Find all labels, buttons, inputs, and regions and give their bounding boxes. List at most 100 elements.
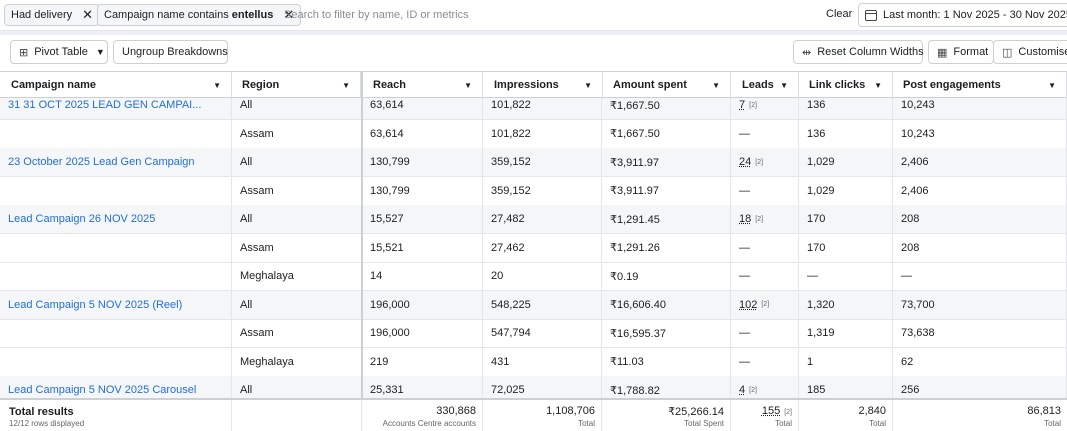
leads-value[interactable]: 4: [739, 384, 746, 396]
link-clicks-cell: 170: [799, 233, 893, 262]
post-engagements-cell: 256: [893, 376, 1067, 400]
table-row[interactable]: Lead Campaign 5 NOV 2025 (Reel) All 196,00…: [0, 290, 1067, 320]
table-row[interactable]: Assam 130,799 359,152 ₹3,911.97 — 1,029 2,406: [0, 176, 1067, 206]
filter-chip-label: Campaign name contains: [104, 9, 229, 21]
leads-cell: —: [731, 233, 799, 262]
post-engagements-cell: 73,700: [893, 290, 1067, 319]
caret-down-icon[interactable]: ▼: [213, 81, 221, 90]
caret-down-icon[interactable]: ▼: [780, 81, 788, 90]
impressions-cell: 359,152: [483, 148, 602, 176]
customise-button[interactable]: ◫ Customise: [993, 40, 1067, 64]
campaign-name-cell[interactable]: 23 October 2025 Lead Gen Campaign: [0, 148, 232, 176]
format-button[interactable]: ▦ Format: [928, 40, 994, 64]
campaign-name-cell: [0, 233, 232, 262]
leads-cell: —: [731, 119, 799, 148]
leads-value: —: [739, 327, 750, 339]
clear-button[interactable]: Clear: [826, 8, 853, 20]
leads-footnote: [2]: [755, 158, 764, 166]
caret-down-icon[interactable]: ▼: [712, 81, 720, 90]
column-header-leads[interactable]: Leads ▼: [734, 72, 799, 98]
filter-chip-label: Had delivery: [11, 9, 73, 21]
table-row[interactable]: Assam 63,614 101,822 ₹1,667.50 — 136 10,243: [0, 119, 1067, 149]
post-engagements-cell: 73,638: [893, 319, 1067, 347]
pivot-table-button[interactable]: ⊞ Pivot Table ▼: [10, 40, 108, 64]
leads-value[interactable]: 7: [739, 99, 746, 111]
totals-engagements-cell: 86,813 Total: [893, 400, 1067, 431]
column-header-region[interactable]: Region ▼: [234, 72, 361, 98]
caret-down-icon[interactable]: ▼: [342, 81, 350, 90]
total-leads[interactable]: 155: [761, 405, 781, 417]
column-header-amount-spent[interactable]: Amount spent ▼: [605, 72, 731, 98]
region-cell: All: [232, 205, 362, 233]
column-header-post-engagements[interactable]: Post engagements ▼: [895, 72, 1067, 98]
region-cell: Assam: [232, 319, 362, 347]
total-spent: ₹25,266.14: [668, 406, 724, 418]
column-header-link-clicks[interactable]: Link clicks ▼: [801, 72, 893, 98]
table-row[interactable]: Lead Campaign 26 NOV 2025 All 15,527 27,482…: [0, 205, 1067, 234]
campaign-name-cell: [0, 347, 232, 376]
reach-cell: 14: [362, 262, 483, 290]
post-engagements-cell: 10,243: [893, 98, 1067, 119]
reach-cell: 196,000: [362, 319, 483, 347]
filter-chip-delivery[interactable]: Had delivery ✕: [4, 4, 101, 26]
caret-down-icon[interactable]: ▼: [584, 81, 592, 90]
table-row[interactable]: 31 31 OCT 2025 LEAD GEN CAMPAI... All 63,6…: [0, 98, 1067, 120]
date-range-button[interactable]: Last month: 1 Nov 2025 - 30 Nov 2025: [858, 3, 1067, 27]
leads-value[interactable]: 24: [739, 156, 752, 168]
frozen-column-divider[interactable]: [361, 71, 363, 431]
date-range-label: Last month: 1 Nov 2025 - 30 Nov 2025: [883, 9, 1067, 21]
caret-down-icon[interactable]: ▼: [1048, 81, 1056, 90]
post-engagements-cell: 208: [893, 233, 1067, 262]
reach-cell: 15,527: [362, 205, 483, 233]
table-row[interactable]: Assam 196,000 547,794 ₹16,595.37 — 1,319 73,63…: [0, 319, 1067, 348]
table-row[interactable]: Meghalaya 14 20 ₹0.19— — —: [0, 262, 1067, 291]
total-leads-footnote: [2]: [784, 409, 792, 416]
search-input[interactable]: [284, 5, 804, 25]
campaign-name-cell[interactable]: Lead Campaign 5 NOV 2025 Carousel: [0, 376, 232, 400]
column-header-reach[interactable]: Reach ▼: [365, 72, 483, 98]
filter-chip-campaign-name[interactable]: Campaign name contains entellus ✕: [97, 4, 302, 26]
amount-spent-cell: ₹3,911.97: [602, 148, 731, 176]
campaign-name-cell: [0, 319, 232, 347]
link-clicks-cell: —: [799, 262, 893, 290]
post-engagements-cell: 2,406: [893, 148, 1067, 176]
table-toolbar: ⊞ Pivot Table ▼ Ungroup Breakdowns ⇹ Res…: [0, 35, 1067, 71]
ungroup-breakdowns-button[interactable]: Ungroup Breakdowns: [113, 40, 228, 64]
impressions-cell: 548,225: [483, 290, 602, 319]
impressions-cell: 547,794: [483, 319, 602, 347]
column-header-impressions[interactable]: Impressions ▼: [486, 72, 603, 98]
table-row[interactable]: Meghalaya 219 431 ₹11.03 — 1 62: [0, 347, 1067, 377]
campaign-name-cell[interactable]: Lead Campaign 26 NOV 2025: [0, 205, 232, 233]
leads-cell: 4 [2]: [731, 376, 799, 400]
campaign-name-cell[interactable]: 31 31 OCT 2025 LEAD GEN CAMPAI...: [0, 98, 232, 119]
link-clicks-cell: 1,319: [799, 319, 893, 347]
column-resize-icon: ⇹: [802, 46, 812, 59]
reach-cell: 130,799: [362, 176, 483, 205]
close-icon[interactable]: ✕: [82, 7, 94, 22]
table-row[interactable]: 23 October 2025 Lead Gen Campaign All 130,…: [0, 148, 1067, 177]
reset-column-widths-button[interactable]: ⇹ Reset Column Widths: [793, 40, 924, 64]
total-leads-caption: Total: [775, 419, 792, 428]
amount-spent-cell: ₹16,606.40: [602, 290, 731, 319]
leads-value[interactable]: 18: [739, 213, 752, 225]
total-spent-caption: Total Spent: [683, 419, 724, 428]
campaign-name-cell: [0, 262, 232, 290]
rows-displayed: 12/12 rows displayed: [9, 419, 85, 428]
total-engagements: 86,813: [1027, 405, 1061, 417]
leads-cell: —: [731, 176, 799, 205]
table-row[interactable]: Lead Campaign 5 NOV 2025 Carousel All 25,3…: [0, 376, 1067, 400]
caret-down-icon[interactable]: ▼: [874, 81, 882, 90]
table-row[interactable]: Assam 15,521 27,462 ₹1,291.26 — 170 208: [0, 233, 1067, 263]
post-engagements-cell: 62: [893, 347, 1067, 376]
caret-down-icon[interactable]: ▼: [464, 81, 472, 90]
leads-value: —: [739, 355, 750, 368]
total-leads-group: 155 [2]: [762, 405, 792, 417]
post-engagements-cell: 208: [893, 205, 1067, 233]
region-cell: Assam: [232, 176, 362, 205]
reach-cell: 63,614: [362, 98, 483, 119]
campaign-name-cell[interactable]: Lead Campaign 5 NOV 2025 (Reel): [0, 290, 232, 319]
column-header-campaign-name[interactable]: Campaign name ▼: [3, 72, 232, 98]
leads-value[interactable]: 102: [739, 298, 758, 311]
link-clicks-cell: 1: [799, 347, 893, 376]
region-cell: Meghalaya: [232, 347, 362, 376]
